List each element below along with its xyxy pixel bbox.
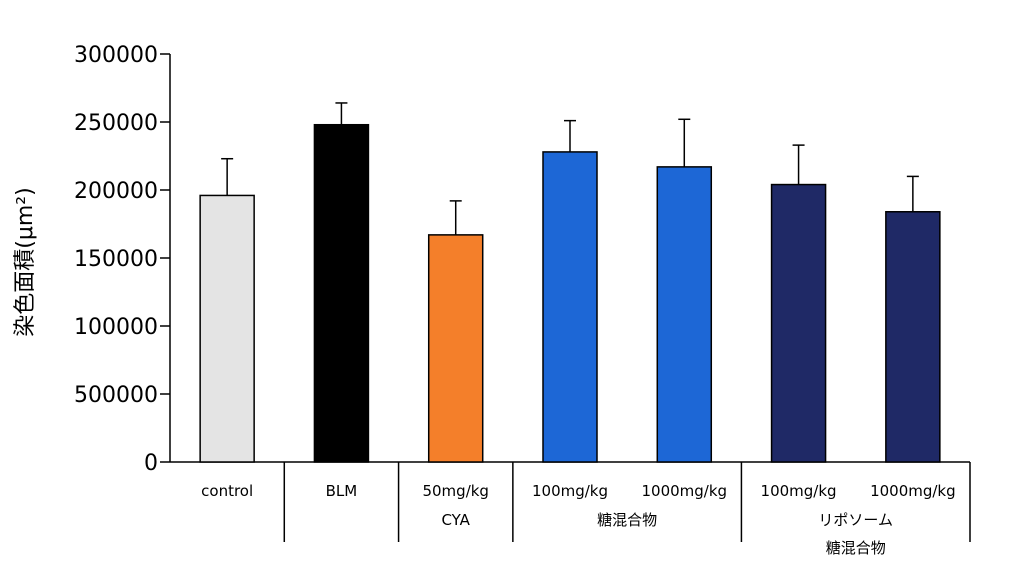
- y-axis-label: 染色面積(μm²): [13, 187, 38, 336]
- y-tick-label: 300000: [74, 43, 158, 68]
- y-tick-label: 100000: [74, 315, 158, 340]
- bar: [885, 211, 941, 463]
- y-tick-label: 200000: [74, 179, 158, 204]
- bar: [427, 234, 484, 463]
- category-labels: control BLM 50mg/kg 100mg/kg 1000mg/kg 100mg/…: [201, 482, 956, 557]
- category-label: 1000mg/kg: [870, 482, 956, 500]
- y-tick-label: 500000: [74, 383, 158, 408]
- category-label: 50mg/kg: [422, 482, 488, 500]
- bar: [542, 151, 598, 463]
- category-label: BLM: [326, 482, 358, 500]
- category-label: 100mg/kg: [532, 482, 608, 500]
- y-tick-label: 0: [144, 451, 158, 476]
- group-label: リポソーム: [818, 511, 893, 529]
- bar: [656, 166, 713, 463]
- bar: [770, 183, 827, 463]
- category-label: 100mg/kg: [761, 482, 837, 500]
- bar: [199, 194, 255, 463]
- y-tick-label: 150000: [74, 247, 158, 272]
- group-label: CYA: [441, 511, 470, 529]
- group-label: 糖混合物: [597, 511, 657, 529]
- bars: [199, 102, 941, 463]
- category-label: 1000mg/kg: [641, 482, 727, 500]
- axes: 0 500000 100000 150000 200000 250000 300000: [74, 43, 971, 542]
- category-label: control: [201, 482, 253, 500]
- bar: [313, 123, 370, 463]
- group-label: 糖混合物: [826, 539, 886, 557]
- y-tick-label: 250000: [74, 111, 158, 136]
